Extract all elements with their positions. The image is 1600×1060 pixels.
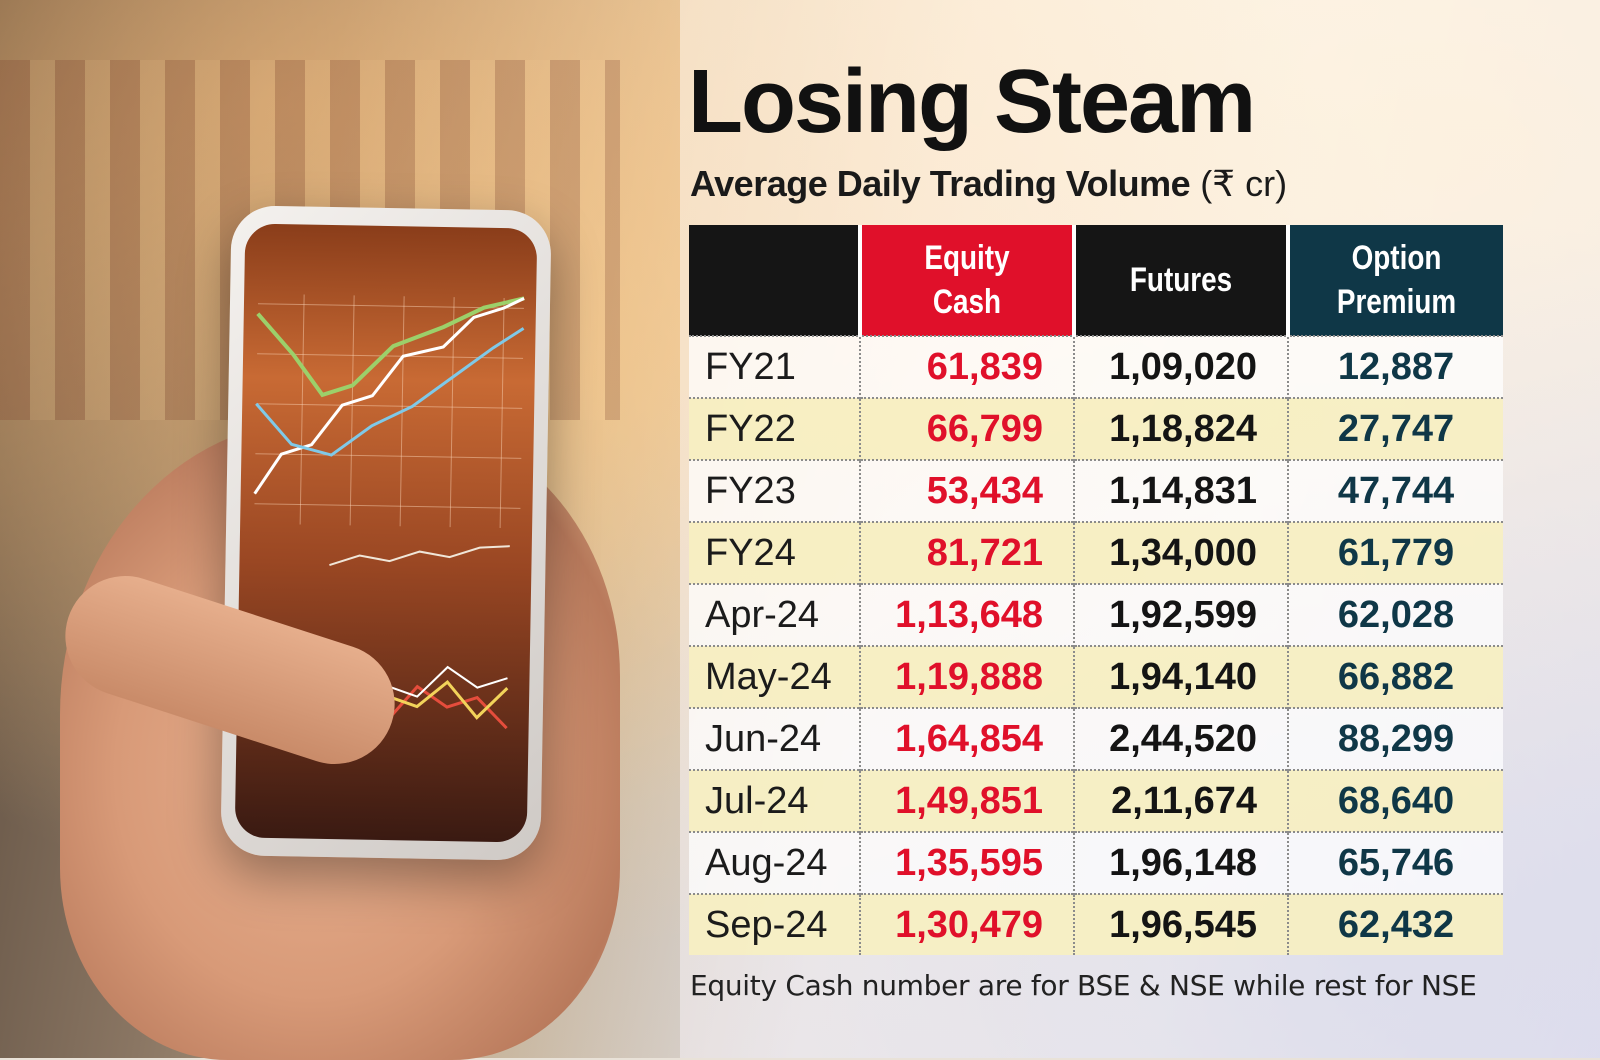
cell-equity-cash: 66,799 [859, 397, 1074, 460]
cell-period: Aug-24 [689, 831, 860, 894]
cell-futures: 1,94,140 [1073, 645, 1288, 708]
cell-equity-cash: 1,49,851 [859, 769, 1074, 832]
data-table: Equity Cash Futures Option Premium FY21 6… [689, 225, 1503, 955]
header-line: Equity [924, 239, 1010, 277]
header-futures: Futures [1072, 225, 1288, 336]
cell-futures: 1,34,000 [1073, 521, 1288, 584]
cell-equity-cash: 81,721 [859, 521, 1074, 584]
cell-futures: 1,14,831 [1073, 459, 1288, 522]
cell-futures: 1,96,545 [1073, 893, 1288, 955]
table-body: FY21 61,839 1,09,020 12,887 FY22 66,799 1,18,8… [689, 335, 1503, 955]
header-line: Cash [932, 283, 1002, 321]
cell-option-premium: 61,779 [1287, 521, 1503, 584]
header-line: Futures [1129, 261, 1233, 299]
cell-period: Jun-24 [689, 707, 860, 770]
table-row: Apr-24 1,13,648 1,92,599 62,028 [689, 583, 1503, 646]
cell-option-premium: 27,747 [1287, 397, 1503, 460]
cell-equity-cash: 1,30,479 [859, 893, 1074, 955]
cell-option-premium: 68,640 [1287, 769, 1503, 832]
table-row: FY23 53,434 1,14,831 47,744 [689, 459, 1503, 522]
table-row: Aug-24 1,35,595 1,96,148 65,746 [689, 831, 1503, 894]
cell-futures: 1,96,148 [1073, 831, 1288, 894]
cell-equity-cash: 1,13,648 [859, 583, 1074, 646]
header-equity-cash: Equity Cash [858, 225, 1074, 336]
chart-title: Losing Steam [688, 52, 1256, 152]
cell-period: Sep-24 [689, 893, 860, 955]
cell-equity-cash: 1,19,888 [859, 645, 1074, 708]
cell-period: Jul-24 [689, 769, 860, 832]
smartphone-illustration [220, 205, 552, 861]
cell-equity-cash: 1,64,854 [859, 707, 1074, 770]
cell-option-premium: 65,746 [1287, 831, 1503, 894]
cell-period: FY23 [689, 459, 860, 522]
cell-period: Apr-24 [689, 583, 860, 646]
table-row: May-24 1,19,888 1,94,140 66,882 [689, 645, 1503, 708]
table-row: Jun-24 1,64,854 2,44,520 88,299 [689, 707, 1503, 770]
table-row: Jul-24 1,49,851 2,11,674 68,640 [689, 769, 1503, 832]
cell-period: May-24 [689, 645, 860, 708]
cell-futures: 1,09,020 [1073, 335, 1288, 398]
header-period [689, 225, 860, 336]
cell-equity-cash: 61,839 [859, 335, 1074, 398]
subtitle-main: Average Daily Trading Volume [690, 163, 1191, 204]
cell-equity-cash: 53,434 [859, 459, 1074, 522]
cell-futures: 2,44,520 [1073, 707, 1288, 770]
cell-option-premium: 62,028 [1287, 583, 1503, 646]
table-row: FY22 66,799 1,18,824 27,747 [689, 397, 1503, 460]
chart-subtitle: Average Daily Trading Volume (₹ cr) [690, 162, 1287, 206]
cell-futures: 1,18,824 [1073, 397, 1288, 460]
header-line: Premium [1336, 283, 1457, 321]
cell-period: FY22 [689, 397, 860, 460]
cell-futures: 1,92,599 [1073, 583, 1288, 646]
header-option-premium: Option Premium [1286, 225, 1503, 336]
table-row: FY24 81,721 1,34,000 61,779 [689, 521, 1503, 584]
table-row: Sep-24 1,30,479 1,96,545 62,432 [689, 893, 1503, 955]
trading-volume-table: Equity Cash Futures Option Premium FY21 6… [689, 225, 1503, 955]
cell-option-premium: 47,744 [1287, 459, 1503, 522]
cell-equity-cash: 1,35,595 [859, 831, 1074, 894]
cell-option-premium: 62,432 [1287, 893, 1503, 955]
table-header-row: Equity Cash Futures Option Premium [689, 225, 1503, 336]
table-row: FY21 61,839 1,09,020 12,887 [689, 335, 1503, 398]
cell-option-premium: 66,882 [1287, 645, 1503, 708]
cell-futures: 2,11,674 [1073, 769, 1288, 832]
header-line: Option [1351, 239, 1442, 277]
subtitle-unit: (₹ cr) [1200, 163, 1288, 204]
footnote: Equity Cash number are for BSE & NSE whi… [690, 969, 1477, 1002]
cell-period: FY24 [689, 521, 860, 584]
cell-option-premium: 12,887 [1287, 335, 1503, 398]
cell-option-premium: 88,299 [1287, 707, 1503, 770]
cell-period: FY21 [689, 335, 860, 398]
